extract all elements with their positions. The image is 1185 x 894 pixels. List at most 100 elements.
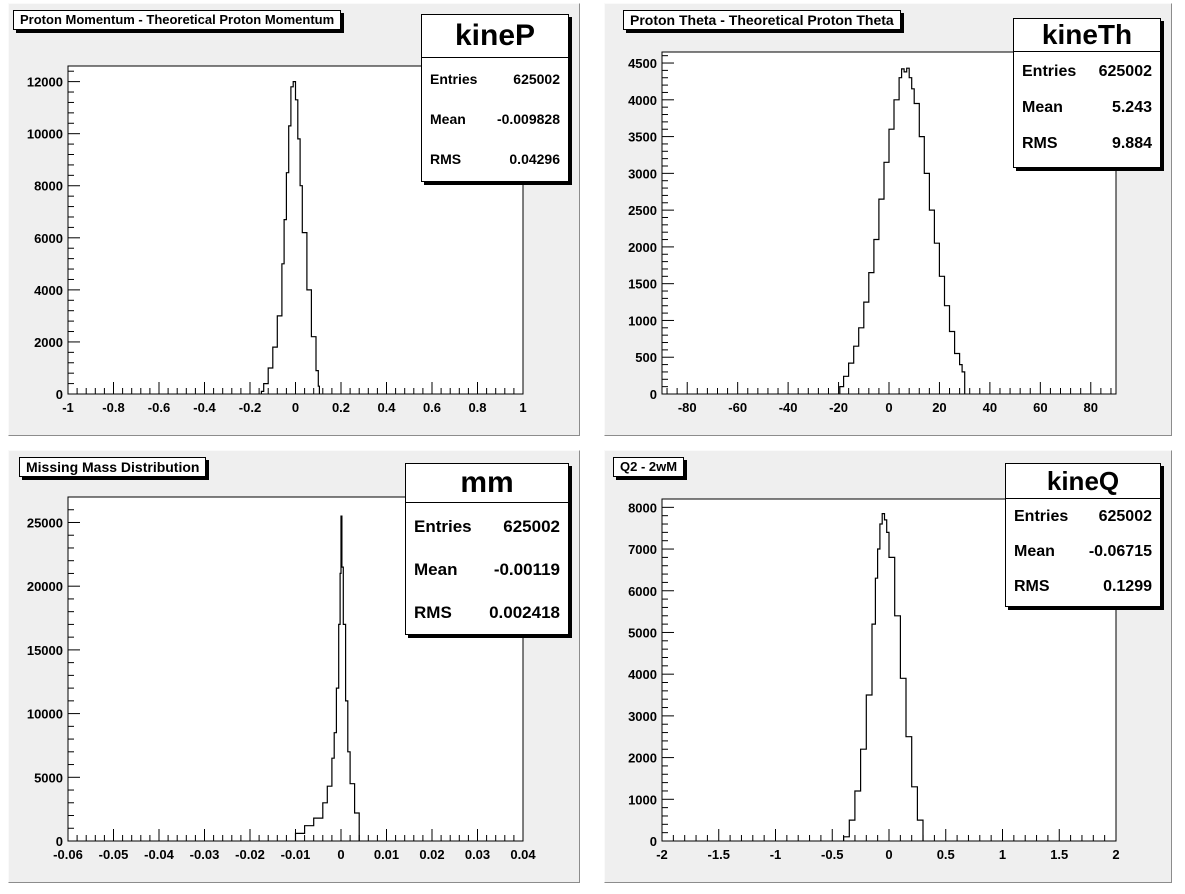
x-tick-label: 0.5 (937, 847, 955, 862)
pad-title: Proton Momentum - Theoretical Proton Mom… (13, 10, 342, 30)
y-tick-label: 6000 (34, 231, 63, 246)
x-tick-label: -0.05 (99, 847, 129, 862)
entries-label: Entries (414, 517, 472, 536)
x-tick-label: 40 (983, 400, 997, 415)
y-tick-label: 12000 (27, 75, 63, 90)
mean-value: -0.00119 (493, 560, 560, 579)
pad-missing-mass: 0 5000 10000 15000 20000 25000 -0.06 -0.05 -0.04… (8, 450, 580, 883)
x-tick-label: 60 (1033, 400, 1047, 415)
y-tick-label: 3000 (628, 166, 657, 181)
x-tick-label: -0.02 (235, 847, 265, 862)
histogram-outline (839, 67, 966, 394)
x-tick-label: 1.5 (1050, 847, 1068, 862)
pad-q2-2wm: 0 1000 2000 3000 4000 5000 6000 7000 8000 -2 -1.5 -… (604, 450, 1172, 883)
y-tick-label: 4000 (628, 93, 657, 108)
y-tick-label: 5000 (34, 770, 63, 785)
x-tick-label: -0.8 (102, 400, 124, 415)
y-tick-label: 1000 (628, 313, 657, 328)
x-tick-label: -0.01 (281, 847, 311, 862)
x-tick-label: 20 (932, 400, 946, 415)
stats-box: mm Entries 625002 Mean -0.00119 RMS 0.00… (405, 463, 569, 635)
stats-name: kineTh (1014, 19, 1160, 52)
rms-value: 0.04296 (509, 151, 560, 167)
y-tick-label: 8000 (628, 500, 657, 515)
pad-title: Q2 - 2wM (613, 457, 685, 477)
entries-value: 625002 (1098, 63, 1152, 80)
x-tick-label: -0.04 (144, 847, 174, 862)
y-tick-label: 1500 (628, 277, 657, 292)
entries-value: 625002 (1098, 508, 1152, 525)
x-tick-label: 0 (885, 847, 892, 862)
x-tick-label: -40 (779, 400, 798, 415)
x-tick-label: -80 (678, 400, 697, 415)
entries-label: Entries (1022, 63, 1077, 80)
stats-name: mm (406, 464, 568, 503)
x-tick-label: -1 (770, 847, 782, 862)
y-tick-label: 0 (56, 834, 63, 849)
y-tick-label: 3000 (628, 709, 657, 724)
stats-row-entries: Entries 625002 (406, 517, 568, 537)
histogram-outline (843, 513, 924, 841)
histogram-outline (260, 81, 320, 394)
mean-value: -0.009828 (496, 111, 560, 127)
rms-value: 0.002418 (489, 603, 560, 622)
entries-value: 625002 (503, 517, 560, 536)
pad-title: Missing Mass Distribution (19, 457, 207, 477)
rms-value: 0.1299 (1103, 578, 1152, 595)
y-tick-label: 10000 (27, 127, 63, 142)
x-tick-label: -0.03 (190, 847, 220, 862)
x-tick-label: 1 (999, 847, 1006, 862)
pad-proton-theta: 0 500 1000 1500 2000 2500 3000 3500 4000 4500 -80 -… (604, 3, 1172, 436)
stats-row-rms: RMS 0.1299 (1006, 578, 1160, 596)
y-tick-label: 4500 (628, 56, 657, 71)
stats-row-mean: Mean -0.009828 (422, 111, 568, 127)
rms-label: RMS (414, 603, 452, 622)
stats-row-entries: Entries 625002 (422, 71, 568, 87)
x-tick-label: 0.02 (419, 847, 444, 862)
y-tick-label: 500 (635, 350, 657, 365)
y-tick-label: 2000 (34, 335, 63, 350)
mean-value: 5.243 (1111, 99, 1152, 116)
y-tick-label: 25000 (27, 515, 63, 530)
y-tick-label: 2500 (628, 203, 657, 218)
y-tick-label: 8000 (34, 179, 63, 194)
x-tick-label: 0.2 (332, 400, 350, 415)
stats-name: kineQ (1006, 464, 1160, 499)
mean-label: Mean (1022, 99, 1063, 116)
y-tick-label: 7000 (628, 542, 657, 557)
stats-row-mean: Mean -0.00119 (406, 560, 568, 580)
y-tick-label: 4000 (628, 667, 657, 682)
stats-row-rms: RMS 0.002418 (406, 603, 568, 623)
y-tick-label: 10000 (27, 707, 63, 722)
stats-row-mean: Mean 5.243 (1014, 99, 1160, 117)
x-tick-label: 0.03 (465, 847, 490, 862)
x-tick-label: -0.4 (193, 400, 216, 415)
x-tick-label: -0.5 (821, 847, 843, 862)
x-tick-label: -0.2 (239, 400, 261, 415)
y-tick-label: 0 (650, 834, 657, 849)
histogram-outline (294, 515, 360, 841)
x-tick-label: 0 (885, 400, 892, 415)
y-tick-label: 15000 (27, 643, 63, 658)
x-tick-label: 1 (519, 400, 526, 415)
mean-label: Mean (414, 560, 458, 579)
y-tick-label: 20000 (27, 579, 63, 594)
x-tick-label: -1.5 (708, 847, 730, 862)
x-tick-label: -1 (62, 400, 74, 415)
x-tick-label: -2 (656, 847, 668, 862)
x-tick-label: -20 (829, 400, 848, 415)
x-tick-label: -0.06 (53, 847, 83, 862)
rms-value: 9.884 (1111, 135, 1152, 152)
stats-row-mean: Mean -0.06715 (1006, 543, 1160, 561)
stats-row-rms: RMS 9.884 (1014, 135, 1160, 153)
y-tick-label: 6000 (628, 584, 657, 599)
x-tick-label: 80 (1084, 400, 1098, 415)
y-tick-label: 2000 (628, 751, 657, 766)
x-tick-label: 0.04 (510, 847, 536, 862)
x-tick-label: 2 (1112, 847, 1119, 862)
rms-label: RMS (430, 151, 462, 167)
mean-label: Mean (1014, 543, 1055, 560)
rms-label: RMS (1022, 135, 1058, 152)
y-tick-label: 2000 (628, 240, 657, 255)
x-tick-label: 0.6 (423, 400, 441, 415)
